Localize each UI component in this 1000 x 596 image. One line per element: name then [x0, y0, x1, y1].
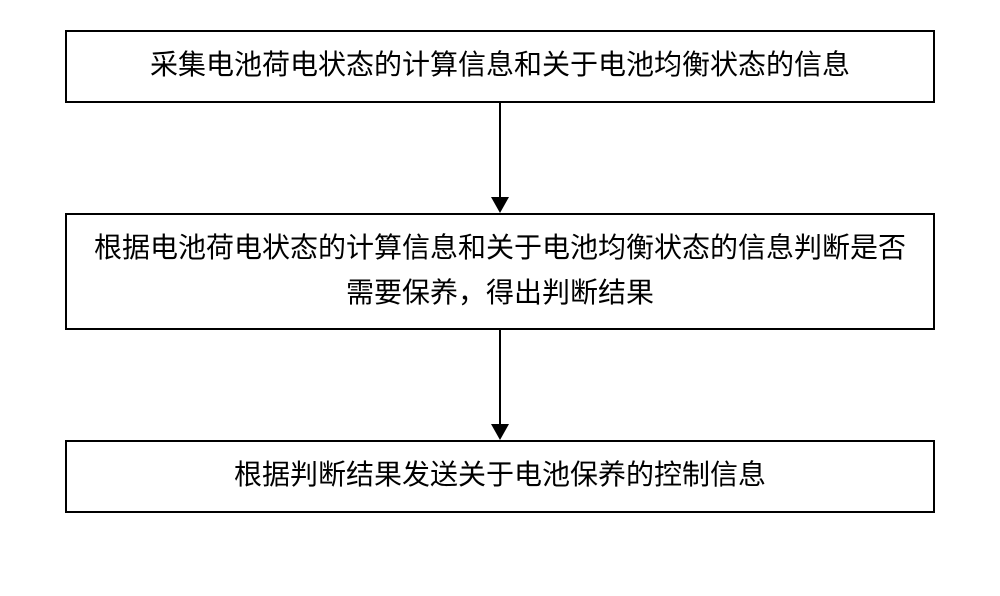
step-1-text: 采集电池荷电状态的计算信息和关于电池均衡状态的信息 [150, 44, 850, 89]
step-3-text: 根据判断结果发送关于电池保养的控制信息 [234, 454, 766, 499]
arrow-1-head [491, 197, 509, 213]
flowchart-container: 采集电池荷电状态的计算信息和关于电池均衡状态的信息 根据电池荷电状态的计算信息和… [50, 30, 950, 513]
step-2-text: 根据电池荷电状态的计算信息和关于电池均衡状态的信息判断是否需要保养，得出判断结果 [87, 227, 913, 317]
arrow-2-line [499, 330, 501, 424]
arrow-2-head [491, 424, 509, 440]
flowchart-step-1: 采集电池荷电状态的计算信息和关于电池均衡状态的信息 [65, 30, 935, 103]
arrow-1 [480, 103, 520, 213]
flowchart-step-3: 根据判断结果发送关于电池保养的控制信息 [65, 440, 935, 513]
arrow-1-line [499, 103, 501, 197]
arrow-2 [480, 330, 520, 440]
flowchart-step-2: 根据电池荷电状态的计算信息和关于电池均衡状态的信息判断是否需要保养，得出判断结果 [65, 213, 935, 331]
